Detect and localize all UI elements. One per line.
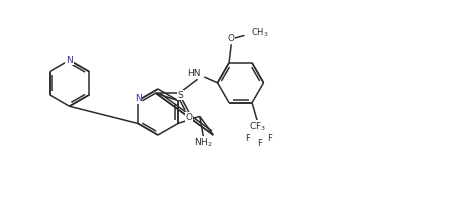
Text: S: S xyxy=(178,91,183,100)
Text: F: F xyxy=(267,134,272,143)
Text: F: F xyxy=(245,134,250,144)
Text: HN: HN xyxy=(187,69,201,78)
Text: O: O xyxy=(228,34,235,43)
Text: CH$_3$: CH$_3$ xyxy=(251,26,269,39)
Text: F: F xyxy=(257,139,262,148)
Text: CF$_3$: CF$_3$ xyxy=(249,120,266,133)
Text: N: N xyxy=(66,56,73,65)
Text: O: O xyxy=(185,113,192,122)
Text: N: N xyxy=(135,94,141,103)
Text: NH$_2$: NH$_2$ xyxy=(194,136,213,149)
